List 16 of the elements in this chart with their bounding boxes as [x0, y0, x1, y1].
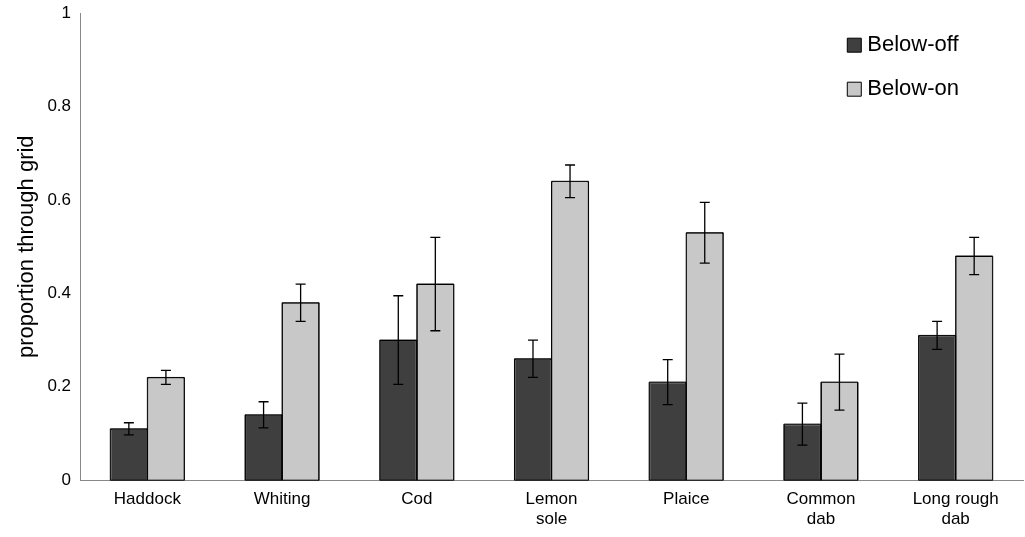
y-tick-label: 0.4 [47, 283, 72, 303]
x-tick-label: Common dab [786, 489, 856, 529]
y-tick-label: 0.8 [47, 96, 72, 116]
y-tick-label: 1 [61, 2, 72, 22]
x-tick-label: Long rough dab [912, 489, 999, 529]
legend-label: Below-on [867, 75, 959, 101]
y-tick-label: 0.6 [47, 189, 72, 209]
x-tick-label: Whiting [253, 489, 311, 509]
y-tick-label: 0 [61, 469, 72, 489]
x-tick-label: Plaice [663, 489, 710, 509]
x-tick-label: Haddock [113, 489, 182, 509]
legend-label: Below-off [867, 31, 960, 57]
x-tick-label: Lemon sole [525, 489, 578, 529]
y-tick-label: 0.2 [47, 376, 72, 396]
x-tick-label: Cod [401, 489, 433, 509]
y-axis-title: proportion through grid [13, 135, 39, 358]
